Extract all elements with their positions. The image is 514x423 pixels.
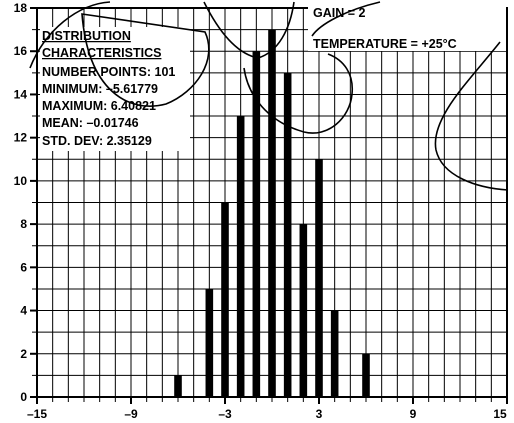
x-tick-label: –3 — [218, 407, 232, 421]
histogram-bar — [252, 51, 261, 397]
scribble-overlay — [29, 1, 509, 191]
y-tick-label: 12 — [14, 131, 28, 145]
conditions-backdrop — [308, 3, 506, 51]
gain-label: GAIN = 2 — [313, 6, 365, 20]
histogram-bar — [236, 116, 245, 398]
stats-maximum: MAXIMUM: 6.40821 — [42, 99, 156, 113]
plot-frame — [36, 7, 508, 398]
stats-mean: MEAN: –0.01746 — [42, 116, 139, 130]
x-tick-label: 15 — [493, 407, 507, 421]
histogram-bar — [362, 353, 370, 397]
y-tick-label: 8 — [20, 217, 27, 231]
stats-annotation: DISTRIBUTION CHARACTERISTICS NUMBER POIN… — [40, 27, 190, 151]
histogram-bar — [315, 159, 323, 397]
conditions-annotation: GAIN = 2 TEMPERATURE = +25°C — [308, 3, 506, 51]
histogram-bar — [221, 202, 229, 397]
y-tick-label: 10 — [14, 174, 28, 188]
scribble-stroke — [434, 41, 509, 191]
scribble-stroke — [203, 1, 295, 59]
histogram-bar — [299, 224, 308, 397]
x-tick-labels: –15 –9 –3 3 9 15 — [27, 407, 507, 421]
x-tick-label: 9 — [410, 407, 417, 421]
temperature-label: TEMPERATURE = +25°C — [313, 37, 457, 51]
scribble-stroke — [29, 1, 210, 107]
x-tick-label: –15 — [27, 407, 47, 421]
y-tick-label: 14 — [14, 87, 28, 101]
y-tick-labels: 0 2 4 6 8 10 12 14 16 18 — [14, 1, 28, 404]
stats-heading-line1: DISTRIBUTION — [42, 29, 131, 43]
histogram-bar — [174, 375, 182, 397]
stats-std-dev: STD. DEV: 2.35129 — [42, 134, 152, 148]
histogram-bar — [283, 72, 292, 397]
stats-number-points: NUMBER POINTS: 101 — [42, 65, 175, 79]
stats-heading-line2: CHARACTERISTICS — [42, 46, 161, 60]
y-tick-label: 4 — [20, 304, 27, 318]
stats-backdrop — [40, 27, 190, 151]
scribble-stroke — [243, 1, 381, 134]
bars — [174, 29, 370, 398]
stats-minimum: MINIMUM: –5.61779 — [42, 82, 158, 96]
x-tick-label: –9 — [124, 407, 138, 421]
y-tick-label: 0 — [20, 390, 27, 404]
y-tick-label: 16 — [14, 44, 28, 58]
histogram-bar — [330, 310, 339, 397]
histogram-bar — [268, 29, 276, 397]
y-tick-label: 18 — [14, 1, 28, 15]
axes — [30, 7, 508, 404]
histogram-bar — [205, 288, 214, 397]
y-tick-label: 6 — [20, 260, 27, 274]
x-tick-label: 3 — [316, 407, 323, 421]
y-tick-label: 2 — [20, 347, 27, 361]
